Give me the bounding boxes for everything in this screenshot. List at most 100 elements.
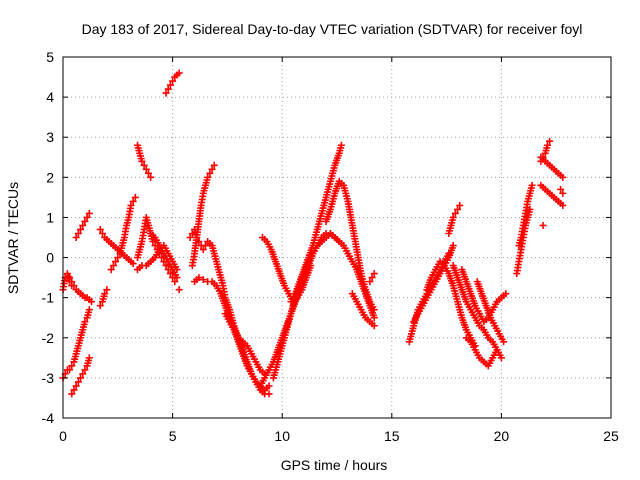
data-point — [173, 274, 181, 282]
y-tick-label: 1 — [46, 209, 54, 225]
series-s3 — [68, 354, 93, 398]
series-s17 — [191, 274, 273, 398]
y-axis-label: SDTVAR / TECUs — [5, 182, 21, 294]
data-point — [497, 354, 505, 362]
data-point — [142, 165, 150, 173]
data-point — [454, 205, 462, 213]
series-s22 — [287, 141, 345, 306]
series-s30 — [445, 201, 464, 237]
data-point — [500, 338, 508, 346]
data-point — [162, 262, 170, 270]
data-point — [370, 314, 378, 322]
chart-title: Day 183 of 2017, Sidereal Day-to-day VTE… — [82, 21, 583, 37]
series-s9 — [134, 141, 155, 181]
data-point — [162, 89, 170, 97]
data-point — [101, 290, 109, 298]
x-tick-label: 25 — [603, 428, 619, 444]
series-s23 — [322, 177, 378, 314]
data-point — [147, 173, 155, 181]
data-point — [81, 318, 89, 326]
y-tick-label: 0 — [46, 250, 54, 266]
data-point — [449, 242, 457, 250]
data-point — [68, 278, 76, 286]
data-point — [206, 169, 214, 177]
data-point — [370, 270, 378, 278]
data-point — [539, 221, 547, 229]
data-point — [74, 229, 82, 237]
y-tick-label: 2 — [46, 169, 54, 185]
data-point — [96, 225, 104, 233]
plot-frame — [62, 56, 612, 419]
data-point — [166, 270, 174, 278]
series-s29 — [423, 258, 479, 350]
series-s24 — [331, 234, 378, 322]
data-point — [79, 370, 87, 378]
data-point — [366, 278, 374, 286]
data-point — [112, 258, 120, 266]
data-point — [195, 274, 203, 282]
data-point — [186, 234, 194, 241]
data-point — [72, 382, 80, 390]
data-point — [164, 85, 172, 93]
x-tick-label: 0 — [59, 428, 67, 444]
data-point — [493, 346, 501, 354]
data-point — [559, 189, 567, 197]
data-point — [85, 306, 93, 314]
data-point — [543, 141, 551, 149]
y-tick-label: -3 — [42, 370, 55, 386]
y-tick-label: 3 — [46, 129, 54, 145]
data-point — [103, 286, 111, 294]
data-point — [208, 165, 216, 173]
series-s25 — [348, 290, 378, 330]
data-point — [77, 374, 85, 382]
series-s36 — [515, 181, 536, 250]
series-s14 — [175, 286, 183, 294]
series-s5 — [72, 209, 93, 241]
data-point — [149, 238, 157, 246]
data-point — [559, 173, 567, 181]
grid-lines — [63, 57, 611, 418]
data-point — [559, 201, 567, 209]
data-point — [456, 201, 464, 209]
x-tick-label: 10 — [274, 428, 290, 444]
data-point — [175, 286, 183, 294]
data-point — [79, 221, 87, 229]
data-point — [131, 193, 139, 201]
y-tick-label: -1 — [42, 290, 55, 306]
data-point — [98, 229, 106, 237]
series-s8 — [107, 193, 139, 274]
data-point — [68, 390, 76, 398]
data-point — [81, 366, 89, 374]
data-point — [201, 242, 209, 250]
data-point — [265, 390, 273, 398]
x-tick-label: 15 — [384, 428, 400, 444]
y-tick-label: -4 — [42, 410, 55, 426]
data-point — [210, 161, 218, 169]
series-s32 — [458, 266, 510, 326]
series-s31 — [449, 262, 505, 362]
data-point — [451, 209, 459, 217]
data-point — [70, 282, 78, 290]
data-point — [144, 169, 152, 177]
series-s28 — [410, 242, 457, 326]
x-axis-label: GPS time / hours — [281, 457, 388, 473]
series-s13 — [162, 69, 183, 97]
data-point — [70, 386, 78, 394]
y-tick-label: -2 — [42, 330, 55, 346]
data-point — [85, 354, 93, 362]
data-point — [199, 246, 207, 254]
data-point — [204, 173, 212, 181]
y-tick-label: 4 — [46, 89, 54, 105]
data-point — [85, 209, 93, 217]
series-s6 — [96, 286, 111, 310]
data-point — [109, 262, 117, 270]
data-point — [368, 274, 376, 282]
data-point — [546, 137, 554, 145]
data-point — [528, 181, 536, 189]
series-s12 — [147, 229, 181, 282]
series-s41 — [557, 185, 567, 197]
data-point — [129, 260, 137, 268]
data-point — [449, 213, 457, 221]
data-point — [138, 157, 146, 165]
data-point — [370, 322, 378, 330]
